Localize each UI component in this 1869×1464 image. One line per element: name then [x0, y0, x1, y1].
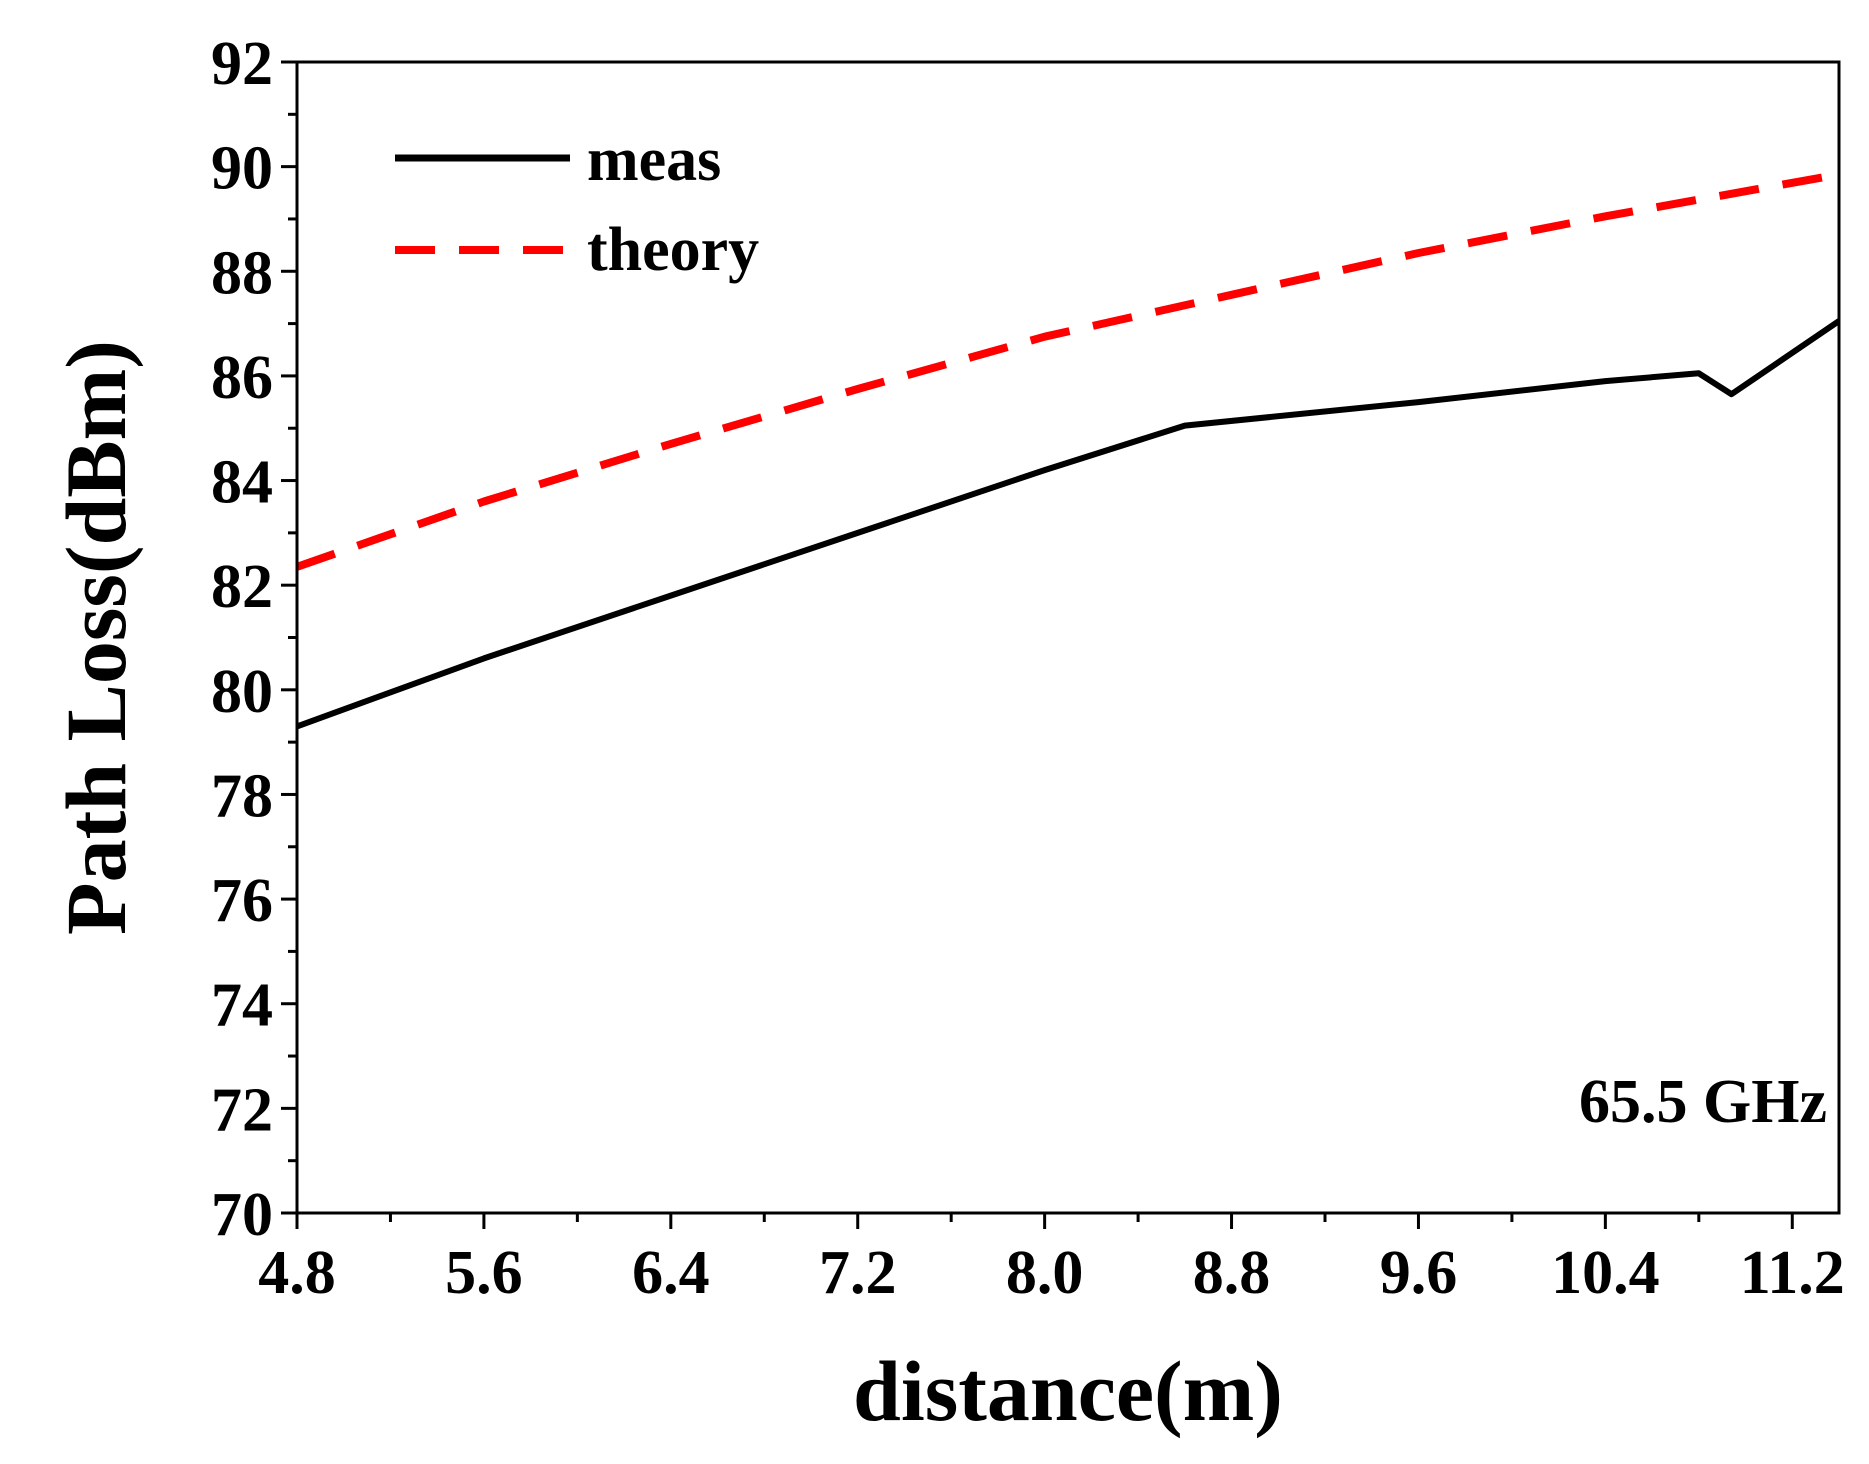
- y-tick-label: 72: [211, 1076, 273, 1144]
- x-axis-title: distance(m): [853, 1343, 1283, 1439]
- y-tick-label: 86: [211, 344, 273, 412]
- y-tick-label: 80: [211, 658, 273, 726]
- series-line-theory: [297, 170, 1839, 571]
- plot-frame: [295, 60, 1841, 1215]
- ticks-layer: [281, 60, 1794, 1229]
- y-tick-label: 70: [211, 1181, 273, 1249]
- axes-layer: [295, 60, 1841, 1215]
- frequency-annotation: 65.5 GHz: [1579, 1068, 1827, 1136]
- y-tick-label: 92: [211, 30, 273, 98]
- y-tick-label: 74: [211, 972, 273, 1040]
- y-tick-label: 78: [211, 762, 273, 830]
- series-line-meas: [297, 318, 1839, 730]
- series-layer: [297, 170, 1839, 730]
- x-tick-label: 7.2: [819, 1239, 897, 1307]
- y-tick-label: 76: [211, 867, 273, 935]
- y-tick-label: 88: [211, 239, 273, 307]
- legend-meas-label: meas: [587, 126, 721, 194]
- x-tick-label: 11.2: [1740, 1239, 1845, 1307]
- y-tick-label: 82: [211, 553, 273, 621]
- x-tick-label: 10.4: [1551, 1239, 1660, 1307]
- x-tick-label: 5.6: [445, 1239, 523, 1307]
- x-tick-label: 4.8: [258, 1239, 336, 1307]
- y-tick-label: 84: [211, 449, 273, 517]
- x-tick-label: 6.4: [632, 1239, 710, 1307]
- y-axis-title: Path Loss(dBm): [48, 340, 144, 935]
- legend: meas theory: [395, 126, 759, 284]
- y-tick-label: 90: [211, 135, 273, 203]
- x-tick-label: 8.0: [1006, 1239, 1084, 1307]
- x-tick-label: 8.8: [1193, 1239, 1271, 1307]
- x-tick-label: 9.6: [1380, 1239, 1458, 1307]
- tick-labels-layer: 70 72 74 76 78 80 82 84 86 88 90 92 4.8 5.6 6.4 7.2 8.0 8…: [211, 30, 1845, 1307]
- legend-theory-label: theory: [587, 216, 759, 284]
